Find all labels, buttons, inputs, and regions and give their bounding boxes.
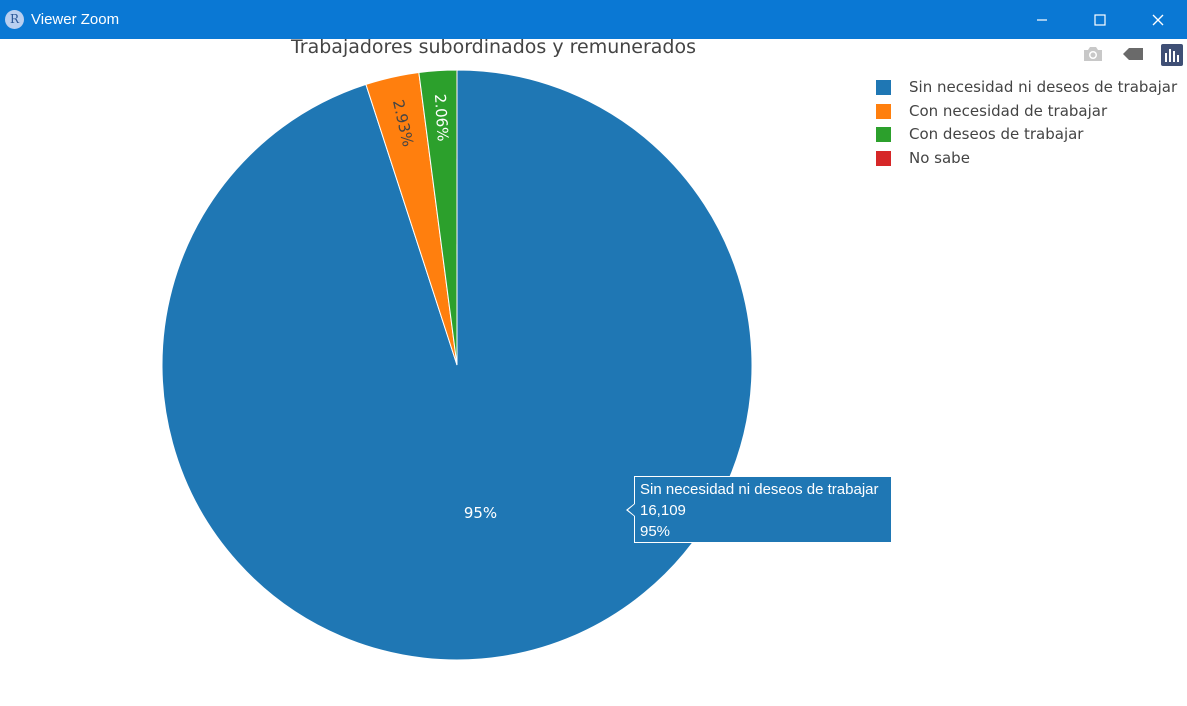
legend-label: Con necesidad de trabajar [909, 101, 1108, 120]
legend-label: Sin necesidad ni deseos de trabajar [909, 78, 1178, 96]
legend-label: Con deseos de trabajar [909, 125, 1084, 143]
pie-slice-con-deseos-de-trabajar[interactable] [418, 69, 458, 366]
camera-icon [1084, 47, 1102, 61]
tag-icon [1123, 48, 1143, 60]
window-titlebar: R Viewer Zoom [0, 0, 1187, 39]
close-icon [1152, 14, 1164, 26]
download-plot-button[interactable] [1082, 44, 1104, 66]
hover-tooltip: Sin necesidad ni deseos de trabajar 16,1… [634, 476, 892, 543]
pie-slice-label: 95% [464, 504, 497, 522]
maximize-button[interactable] [1071, 0, 1129, 39]
compare-hover-button[interactable] [1122, 44, 1144, 66]
plotly-logo-icon [1161, 44, 1183, 66]
close-button[interactable] [1129, 0, 1187, 39]
legend-swatch [876, 80, 891, 95]
tooltip-label: Sin necesidad ni deseos de trabajar [640, 481, 879, 498]
minimize-button[interactable] [1013, 0, 1071, 39]
legend-swatch [876, 103, 891, 119]
tooltip-percent: 95% [640, 523, 671, 540]
window-title: Viewer Zoom [31, 11, 120, 28]
tooltip-arrow [628, 504, 635, 516]
r-app-icon: R [5, 10, 24, 29]
tooltip-value: 16,109 [640, 502, 686, 519]
chart-title: Trabajadores subordinados y remunerados [290, 36, 697, 58]
legend-label: No sabe [909, 148, 970, 167]
minimize-icon [1037, 19, 1047, 21]
plotly-logo-button[interactable] [1161, 44, 1183, 66]
legend-swatch [876, 127, 891, 142]
pie-slice-label: 2.06% [431, 93, 452, 142]
pie-chart[interactable]: 95%2.93% 2.06% [0, 39, 870, 706]
maximize-icon [1094, 14, 1106, 26]
legend-swatch [876, 150, 891, 166]
